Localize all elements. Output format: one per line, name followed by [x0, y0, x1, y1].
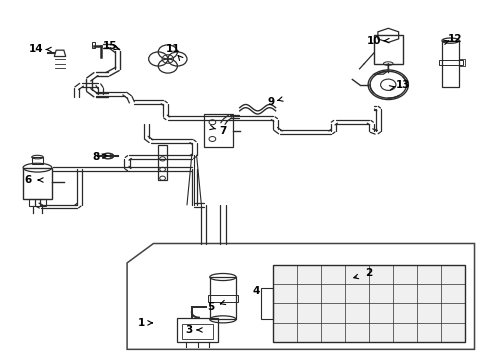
Bar [177, 318, 218, 342]
Bar [373, 35, 402, 64]
Bar [23, 168, 52, 199]
Text: 13: 13 [395, 80, 409, 90]
Text: 7: 7 [219, 126, 226, 136]
Bar [91, 42, 95, 48]
Bar [441, 41, 458, 86]
Bar [29, 199, 46, 207]
Bar [203, 114, 232, 147]
Text: 11: 11 [165, 45, 180, 54]
Bar [158, 145, 166, 180]
Text: 9: 9 [267, 98, 274, 107]
Text: 6: 6 [24, 175, 31, 185]
Text: 10: 10 [366, 36, 380, 46]
Bar [458, 59, 464, 66]
Bar [207, 294, 238, 302]
Text: 8: 8 [92, 152, 100, 162]
Bar [32, 157, 43, 164]
Bar [182, 324, 213, 339]
Bar [261, 288, 273, 319]
Text: 3: 3 [185, 325, 193, 335]
Text: 14: 14 [29, 45, 43, 54]
Text: 1: 1 [138, 318, 145, 328]
Text: 2: 2 [365, 269, 372, 279]
Text: 4: 4 [252, 286, 260, 296]
Bar [209, 277, 236, 319]
Text: 5: 5 [207, 302, 214, 312]
Text: 15: 15 [103, 41, 117, 51]
Bar [273, 265, 464, 342]
Bar [438, 60, 462, 66]
Text: 12: 12 [447, 34, 462, 44]
